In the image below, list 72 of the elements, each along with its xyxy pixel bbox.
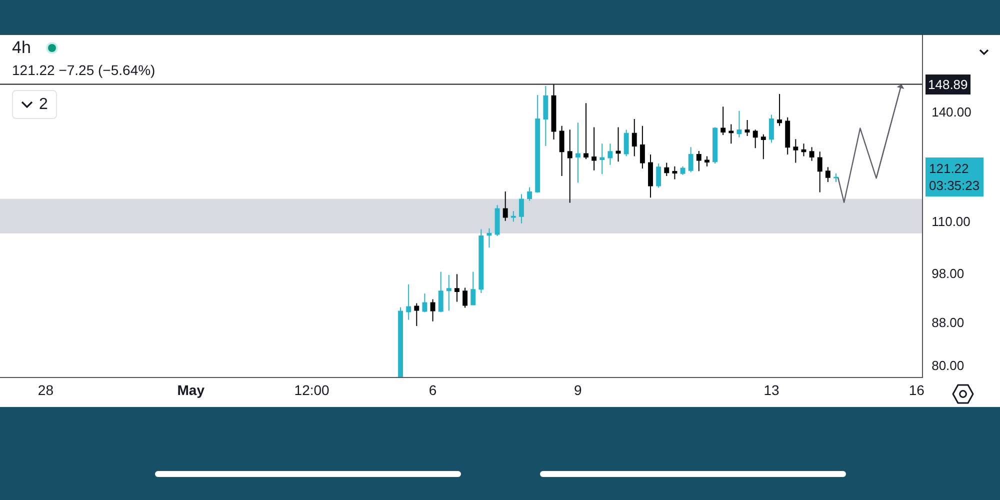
candlestick (430, 298, 436, 322)
chart-title: 4h (12, 38, 31, 58)
candlestick (600, 143, 605, 175)
candlestick (768, 114, 774, 144)
candlestick (825, 166, 830, 182)
candlestick (632, 118, 637, 157)
candlestick (720, 106, 726, 136)
candlestick (494, 204, 500, 236)
x-tick-label: May (177, 382, 205, 398)
candlestick (648, 154, 653, 198)
candlestick (414, 302, 420, 326)
candlestick (454, 274, 460, 302)
candlestick (817, 151, 822, 193)
candlestick (760, 134, 766, 160)
text: 121.22 03:35:23 (929, 161, 980, 193)
toggle-button: 2 (12, 90, 57, 119)
candlestick (575, 122, 580, 184)
candlestick (551, 84, 556, 140)
candlestick (608, 143, 613, 166)
candlestick (616, 126, 621, 162)
ref-line-label: 148.89 (928, 77, 968, 92)
y-tick-label: 98.00 (932, 266, 964, 282)
candlestick (785, 116, 790, 155)
candlestick (438, 271, 444, 313)
candlestick (777, 94, 782, 126)
candlestick (752, 129, 758, 149)
candlestick (809, 146, 814, 162)
candlestick (744, 119, 750, 137)
candlestick (712, 126, 718, 164)
candlestick (446, 274, 452, 312)
x-tick-label: 12:00 (294, 382, 330, 398)
candlestick (406, 284, 412, 320)
candlestick (624, 129, 629, 157)
text: 121.22 −7.25 (−5.64%) (12, 62, 156, 78)
candlestick (688, 146, 694, 173)
candlestick (422, 292, 428, 313)
candlestick (559, 125, 564, 176)
y-tick-label: 140.00 (932, 104, 972, 120)
x-tick-label: 6 (428, 382, 437, 398)
candlestick (478, 228, 484, 294)
y-tick-label: 110.00 (932, 214, 970, 229)
candlestick (696, 150, 702, 172)
candlestick (543, 86, 548, 147)
candlestick (664, 162, 670, 176)
candlestick (656, 162, 662, 188)
candlestick (527, 186, 532, 202)
candlestick (510, 210, 516, 222)
candlestick (728, 124, 734, 144)
candlestick (801, 143, 806, 157)
x-tick-label: 16 (908, 382, 925, 398)
x-tick-label: 13 (764, 382, 780, 398)
candlestick (672, 166, 678, 180)
candlestick (535, 94, 540, 194)
y-tick-label: 88.00 (932, 314, 964, 330)
candlestick (640, 125, 645, 170)
candlestick (470, 271, 476, 306)
x-tick-label: 9 (574, 382, 582, 398)
candlestick (680, 166, 686, 176)
candlestick (736, 110, 742, 138)
annotation: 2 (39, 96, 48, 114)
x-tick-label: 28 (38, 382, 54, 398)
candlestick (704, 156, 710, 167)
candlestick (502, 190, 508, 222)
y-tick-label: 80.00 (932, 358, 964, 374)
candlestick (584, 102, 588, 160)
candlestick (519, 194, 524, 224)
candlestick (462, 287, 468, 308)
candlestick (793, 138, 798, 164)
candlestick (486, 228, 492, 248)
candlestick (592, 126, 597, 171)
candlestick (567, 129, 572, 204)
candlestick (398, 306, 403, 377)
